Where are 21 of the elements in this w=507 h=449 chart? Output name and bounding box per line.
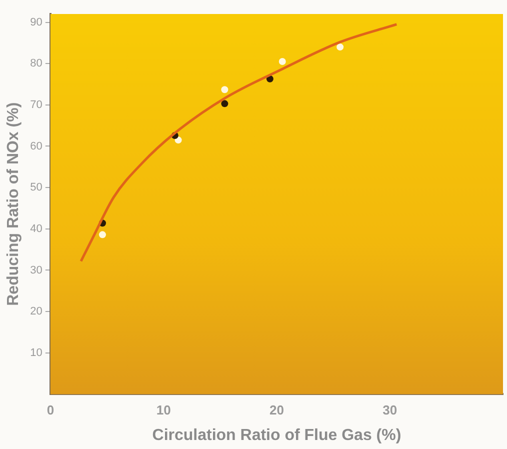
- y-tick-label: 80: [30, 58, 42, 70]
- y-tick-label: 50: [30, 182, 42, 194]
- point: [336, 44, 344, 51]
- line-series: [80, 23, 398, 262]
- y-tick-label: 40: [30, 222, 42, 235]
- x-tick-label: 0: [46, 402, 54, 418]
- x-tick-label: 20: [269, 402, 284, 418]
- point: [221, 86, 228, 94]
- point: [278, 58, 286, 66]
- y-tick-label: 20: [30, 306, 42, 318]
- y-tick-label: 70: [30, 98, 42, 111]
- y-axis-title: Reducing Ratio of NOx (%): [5, 102, 22, 306]
- point: [221, 100, 228, 108]
- point: [98, 231, 106, 238]
- x-tick-label: 10: [156, 402, 171, 418]
- y-tick-label: 30: [30, 264, 42, 276]
- y-tick-label: 90: [30, 16, 42, 28]
- x-axis-title: Circulation Ratio of Flue Gas (%): [152, 426, 402, 444]
- x-tick-label: 30: [382, 402, 398, 418]
- y-tick-label: 60: [30, 140, 42, 152]
- y-tick-label: 10: [30, 346, 42, 359]
